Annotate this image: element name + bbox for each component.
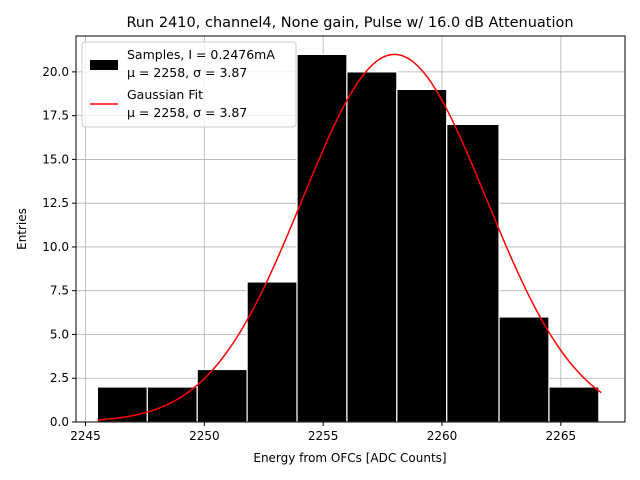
- y-axis-ticks: 0.0 2.5 5.0 7.5 10.0 12.5 15.0 17.5 20.0: [42, 65, 76, 429]
- x-tick-label: 2255: [308, 429, 339, 443]
- x-axis-label: Energy from OFCs [ADC Counts]: [253, 451, 446, 465]
- legend-box: [81, 41, 297, 128]
- x-tick-label: 2265: [546, 429, 577, 443]
- legend-label-samples: Samples, I = 0.2476mA: [127, 47, 275, 62]
- y-tick-label: 0.0: [50, 415, 69, 429]
- legend-swatch-samples: [90, 60, 118, 70]
- histogram-bar: [548, 386, 600, 423]
- x-tick-label: 2245: [70, 429, 101, 443]
- y-axis-label: Entries: [15, 208, 29, 250]
- y-tick-label: 5.0: [50, 327, 69, 341]
- x-tick-label: 2250: [189, 429, 220, 443]
- plot-frame: [75, 35, 626, 423]
- y-tick-label: 7.5: [50, 284, 69, 298]
- legend-label-samples-stats: μ = 2258, σ = 3.87: [127, 65, 247, 80]
- histogram-bar: [146, 386, 198, 423]
- histogram-bar: [498, 316, 550, 423]
- histogram-bar: [396, 88, 448, 423]
- y-tick-label: 2.5: [50, 371, 69, 385]
- gaussian-fit-curve: [97, 53, 602, 421]
- chart-title: Run 2410, channel4, None gain, Pulse w/ …: [126, 15, 573, 31]
- histogram-bar: [346, 71, 398, 423]
- y-tick-label: 12.5: [42, 196, 69, 210]
- legend: Samples, I = 0.2476mA μ = 2258, σ = 3.87…: [81, 41, 297, 128]
- y-tick-label: 20.0: [42, 65, 69, 79]
- legend-label-fit-stats: μ = 2258, σ = 3.87: [127, 105, 247, 120]
- y-tick-label: 15.0: [42, 152, 69, 166]
- y-tick-label: 10.0: [42, 240, 69, 254]
- histogram-bar: [246, 281, 298, 423]
- y-tick-label: 17.5: [42, 109, 69, 123]
- histogram-bar: [296, 53, 348, 423]
- x-tick-label: 2260: [427, 429, 458, 443]
- histogram-bar: [446, 123, 500, 423]
- legend-label-fit: Gaussian Fit: [127, 87, 203, 102]
- x-axis-ticks: 2245 2250 2255 2260 2265: [70, 422, 576, 443]
